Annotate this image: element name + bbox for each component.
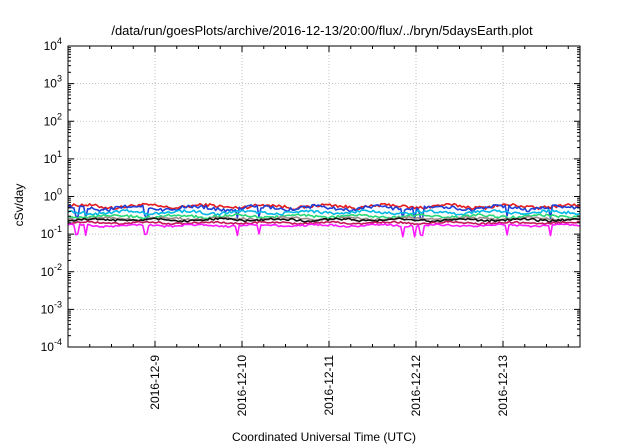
x-tick-label: 2016-12-11 — [322, 355, 336, 416]
series-line — [67, 209, 581, 217]
x-tick-label: 2016-12-13 — [496, 355, 510, 417]
y-tick-label: 10-4 — [41, 337, 62, 354]
y-tick-label: 104 — [44, 36, 62, 53]
y-tick-label: 10-1 — [41, 224, 62, 241]
series-line — [67, 204, 581, 221]
y-tick-label: 100 — [44, 187, 62, 204]
series-line — [67, 223, 581, 238]
y-tick-label: 10-3 — [41, 299, 62, 316]
series-line — [67, 217, 581, 223]
x-axis: 2016-12-9 2016-12-10 2016-12-11 2016-12-12 2… — [89, 46, 569, 417]
y-axis-label: cSv/day — [12, 184, 26, 227]
y-tick-label: 103 — [44, 74, 62, 91]
x-tick-label: 2016-12-10 — [235, 355, 249, 417]
y-tick-label: 102 — [44, 111, 62, 128]
x-tick-label: 2016-12-12 — [409, 355, 423, 417]
y-axis: 104 103 102 101 100 10-1 10-2 10-3 10-4 — [41, 36, 580, 354]
y-tick-label: 101 — [44, 149, 62, 166]
x-tick-label: 2016-12-9 — [148, 355, 162, 410]
x-axis-label: Coordinated Universal Time (UTC) — [232, 430, 416, 444]
series-line — [67, 220, 581, 226]
chart-title: /data/run/goesPlots/archive/2016-12-13/2… — [111, 23, 533, 38]
y-tick-label: 10-2 — [41, 262, 62, 279]
series-lines — [67, 202, 581, 238]
